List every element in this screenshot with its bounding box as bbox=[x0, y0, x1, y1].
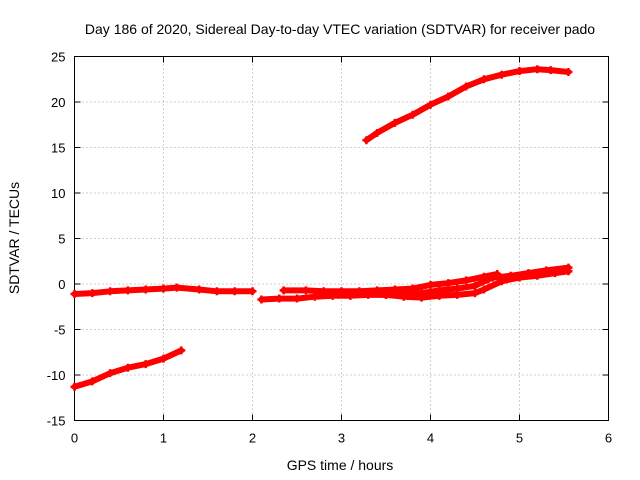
y-tick-label: -15 bbox=[47, 414, 66, 429]
x-axis-label: GPS time / hours bbox=[287, 457, 394, 473]
data-point bbox=[515, 67, 524, 76]
data-point bbox=[462, 276, 471, 285]
data-point bbox=[279, 286, 288, 295]
data-point bbox=[546, 66, 555, 75]
data-point bbox=[435, 291, 444, 300]
y-tick-label: 15 bbox=[51, 141, 65, 156]
data-point bbox=[362, 136, 371, 145]
x-tick-label: 2 bbox=[249, 431, 256, 446]
data-point bbox=[408, 110, 417, 119]
x-tick-label: 5 bbox=[516, 431, 523, 446]
x-axis-ticks: 0 1 2 3 4 5 6 bbox=[71, 56, 612, 446]
data-point bbox=[364, 290, 373, 299]
x-tick-label: 3 bbox=[338, 431, 345, 446]
y-tick-label: 25 bbox=[51, 50, 65, 65]
x-tick-label: 4 bbox=[427, 431, 434, 446]
data-point bbox=[248, 287, 257, 296]
y-tick-label: -5 bbox=[54, 323, 66, 338]
data-point bbox=[212, 287, 221, 296]
y-tick-label: 0 bbox=[58, 277, 65, 292]
data-point bbox=[390, 285, 399, 294]
data-point bbox=[373, 128, 382, 137]
y-tick-label: 5 bbox=[58, 232, 65, 247]
data-point bbox=[159, 354, 168, 363]
data-point bbox=[88, 289, 97, 298]
data-point bbox=[257, 295, 266, 304]
data-point bbox=[479, 75, 488, 84]
x-tick-label: 1 bbox=[160, 431, 167, 446]
data-point bbox=[479, 272, 488, 281]
data-point bbox=[70, 382, 79, 391]
data-point bbox=[542, 266, 551, 275]
data-point bbox=[301, 286, 310, 295]
data-point bbox=[524, 269, 533, 278]
y-tick-label: -10 bbox=[47, 368, 66, 383]
data-point bbox=[319, 287, 328, 296]
data-point bbox=[328, 289, 337, 298]
y-axis-label: SDTVAR / TECUs bbox=[6, 182, 22, 294]
data-point bbox=[123, 286, 132, 295]
data-point bbox=[159, 284, 168, 293]
y-tick-label: 10 bbox=[51, 186, 65, 201]
data-point bbox=[488, 273, 497, 282]
y-tick-label: 20 bbox=[51, 95, 65, 110]
data-point bbox=[444, 279, 453, 288]
data-point bbox=[533, 65, 542, 74]
grid-lines bbox=[74, 56, 609, 421]
data-point bbox=[230, 287, 239, 296]
data-point bbox=[453, 290, 462, 299]
data-point bbox=[417, 293, 426, 302]
data-point bbox=[141, 360, 150, 369]
data-point bbox=[310, 292, 319, 301]
data-point bbox=[275, 294, 284, 303]
data-point bbox=[426, 280, 435, 289]
data-point bbox=[293, 294, 301, 303]
data-point bbox=[172, 283, 181, 292]
data-point bbox=[564, 263, 573, 272]
data-point bbox=[479, 285, 488, 294]
data-point bbox=[564, 67, 573, 76]
data-point bbox=[506, 271, 515, 280]
data-point bbox=[70, 290, 79, 299]
x-tick-label: 0 bbox=[71, 431, 78, 446]
series-line-7 bbox=[363, 66, 572, 144]
data-point bbox=[88, 377, 97, 386]
data-point bbox=[106, 369, 115, 378]
data-point bbox=[462, 82, 471, 91]
data-point bbox=[382, 290, 390, 299]
data-point bbox=[346, 289, 355, 298]
data-point bbox=[408, 284, 417, 293]
data-point bbox=[141, 285, 150, 294]
data-point bbox=[123, 363, 132, 372]
x-tick-label: 6 bbox=[605, 431, 612, 446]
data-point bbox=[471, 281, 479, 290]
data-point bbox=[390, 118, 399, 127]
data-point bbox=[195, 285, 204, 294]
data-point bbox=[471, 289, 479, 298]
chart-title: Day 186 of 2020, Sidereal Day-to-day VTE… bbox=[85, 21, 595, 37]
data-point bbox=[177, 346, 186, 355]
data-series bbox=[70, 65, 573, 391]
data-point bbox=[426, 100, 435, 109]
data-point bbox=[444, 92, 453, 101]
data-point bbox=[399, 292, 408, 301]
y-axis-ticks: -15 -10 -5 0 5 10 15 20 25 bbox=[47, 50, 609, 429]
data-point bbox=[497, 70, 506, 79]
data-point bbox=[106, 287, 115, 296]
